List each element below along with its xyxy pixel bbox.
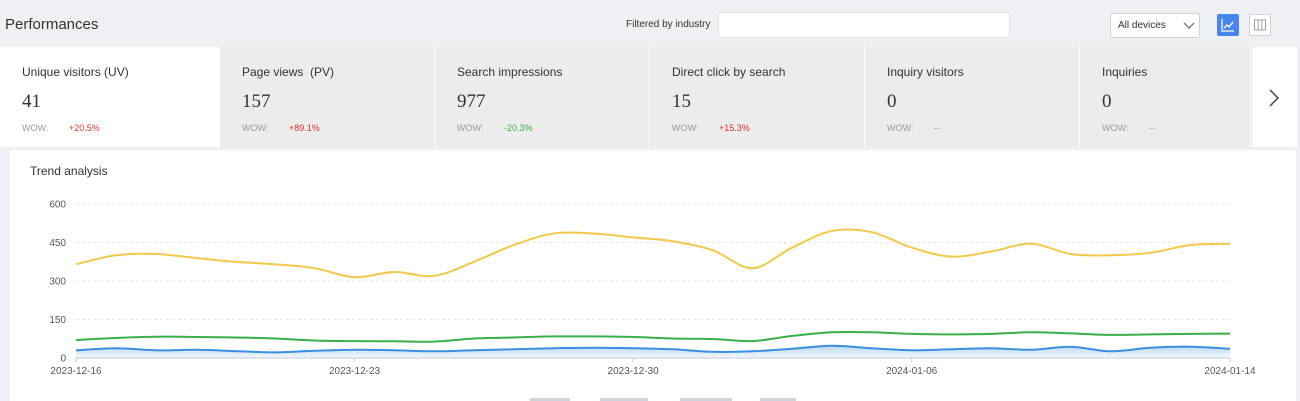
metric-label: Page views (PV): [242, 65, 335, 79]
chart-legend: [530, 398, 796, 401]
x-tick-label: 2023-12-16: [50, 366, 102, 377]
wow-change: --: [934, 123, 940, 133]
y-tick-label: 150: [49, 315, 66, 326]
line-view-button[interactable]: [1217, 14, 1239, 36]
series-line-1: [75, 330, 1231, 343]
industry-filter-input[interactable]: [718, 12, 1010, 38]
x-tick-label: 2023-12-30: [608, 366, 660, 377]
y-tick-label: 0: [60, 354, 66, 365]
page-title: Performances: [5, 16, 99, 33]
wow-label: WOW:: [1102, 123, 1129, 133]
wow-label: WOW:: [457, 123, 484, 133]
metric-card-direct-click[interactable]: Direct click by search 15 WOW: +15.3%: [650, 47, 865, 147]
metric-card-search-impressions[interactable]: Search impressions 977 WOW: -20.3%: [435, 47, 650, 147]
metric-value: 977: [457, 91, 486, 112]
metric-cards: Unique visitors (UV) 41 WOW: +20.5% Page…: [0, 47, 1300, 147]
device-select[interactable]: All devices: [1110, 13, 1200, 38]
trend-title: Trend analysis: [30, 164, 108, 178]
x-tick-label: 2023-12-23: [329, 366, 381, 377]
metric-card-inquiries[interactable]: Inquiries 0 WOW: --: [1080, 47, 1251, 147]
wow-change: +20.5%: [69, 123, 100, 133]
wow-label: WOW:: [242, 123, 269, 133]
metric-card-inquiry-visitors[interactable]: Inquiry visitors 0 WOW: --: [865, 47, 1080, 147]
series-line-0: [75, 228, 1231, 279]
wow-label: WOW:: [672, 123, 699, 133]
metric-card-unique-visitors[interactable]: Unique visitors (UV) 41 WOW: +20.5%: [0, 47, 220, 147]
chevron-down-icon: [1183, 22, 1195, 29]
metric-label: Direct click by search: [672, 65, 786, 79]
industry-filter-label: Filtered by industry: [626, 19, 711, 30]
wow-label: WOW:: [887, 123, 914, 133]
wow-change: +89.1%: [289, 123, 320, 133]
metric-label: Inquiries: [1102, 65, 1148, 79]
wow-change: --: [1149, 123, 1155, 133]
y-tick-label: 300: [49, 277, 66, 288]
x-tick-label: 2024-01-06: [886, 366, 938, 377]
metric-label: Inquiry visitors: [887, 65, 964, 79]
wow-change: -20.3%: [504, 123, 533, 133]
metric-value: 15: [672, 91, 691, 112]
device-select-value: All devices: [1118, 20, 1166, 31]
series-line-2: [75, 344, 1231, 354]
metric-value: 0: [1102, 91, 1112, 112]
metric-label: Unique visitors (UV): [22, 65, 129, 79]
metric-value: 0: [887, 91, 897, 112]
line-chart-icon: [1221, 19, 1234, 32]
table-view-button[interactable]: [1249, 14, 1271, 36]
y-tick-label: 450: [49, 238, 66, 249]
metric-label: Search impressions: [457, 65, 563, 79]
x-tick-label: 2024-01-14: [1204, 366, 1256, 377]
chevron-right-icon: [1269, 89, 1280, 107]
metric-value: 41: [22, 91, 41, 112]
metric-card-page-views[interactable]: Page views (PV) 157 WOW: +89.1%: [220, 47, 435, 147]
wow-change: +15.3%: [719, 123, 750, 133]
table-icon: [1254, 19, 1266, 31]
y-tick-label: 600: [49, 200, 66, 211]
metric-value: 157: [242, 91, 271, 112]
trend-analysis-panel: Trend analysis 0 150 300 450 600 2023-12-16 20…: [10, 150, 1296, 401]
header: Performances Filtered by industry All de…: [0, 0, 1300, 46]
series-area-2: [76, 345, 1230, 358]
trend-line-chart: 0 150 300 450 600 2023-12-16 2023-12-23 2023-12…: [49, 200, 1256, 378]
wow-label: WOW:: [22, 123, 49, 133]
next-metrics-button[interactable]: [1251, 47, 1297, 147]
